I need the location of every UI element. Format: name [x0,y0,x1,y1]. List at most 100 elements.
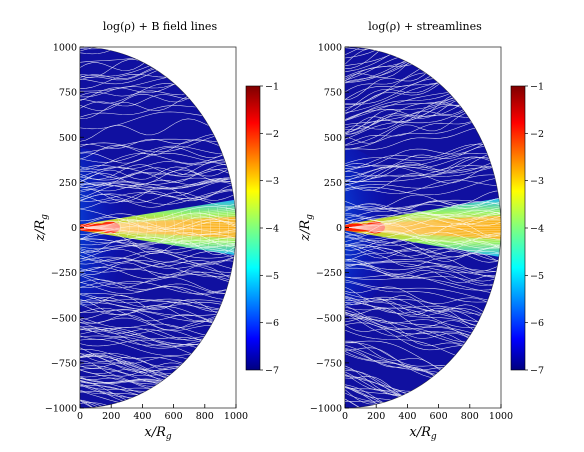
overlay-line [80,47,236,55]
overlay-line [345,177,501,196]
overlay-line [80,162,236,178]
overlay-line [345,245,501,263]
colorbar-tick-label: −4 [265,224,279,235]
disk-loop [189,210,193,245]
overlay-line [345,264,501,284]
overlay-line [345,230,501,246]
disk-line [83,227,236,237]
overlay-line [80,237,236,247]
y-tick-label: 750 [324,88,342,99]
overlay-line [80,281,236,300]
overlay-line [345,165,501,186]
overlay-line [80,168,236,181]
y-tick-label: −250 [51,268,77,279]
overlay-line [345,286,501,310]
density-map [345,47,501,408]
overlay-line [80,238,236,245]
y-tick-label: 250 [59,178,77,189]
x-axis-label: x/Rg [409,425,437,442]
overlay-line [80,262,236,281]
overlay-line [345,47,501,66]
overlay-line [345,243,501,261]
overlay-line [80,303,236,324]
disk-line [348,227,501,238]
disk-line [348,209,501,228]
overlay-line [345,151,501,182]
disk-line [348,227,501,248]
colorbar-tick-label: −6 [265,318,279,329]
overlay-line [345,165,501,181]
overlay-line [345,47,501,73]
overlay-line [80,293,236,310]
overlay-line [80,184,236,203]
colorbar-tick-label: −7 [530,366,544,377]
overlay-line [345,201,501,215]
disk-line [83,227,236,248]
y-tick-label: 1000 [53,43,77,54]
y-tick-label: 500 [324,133,342,144]
disk-line [83,216,236,228]
disk-line [348,222,501,228]
overlay-line [345,279,501,303]
x-tick-label: 600 [165,411,183,422]
disk-line [348,205,501,228]
overlay-line [345,244,501,258]
disk-line [348,227,501,240]
overlay-line [345,299,501,327]
overlay-line [345,237,501,249]
overlay-line [345,247,501,263]
x-tick-label: 0 [342,411,348,422]
overlay-line [345,190,501,210]
overlay-line [80,402,236,408]
disk-loop [207,207,211,248]
overlay-line [345,146,501,168]
x-tick-label: 400 [133,411,151,422]
overlay-line [345,179,501,194]
disk-line [83,207,236,228]
overlay-line [80,149,236,171]
disk-line [348,227,501,229]
overlay-line [345,157,501,185]
y-tick-label: 0 [71,223,77,234]
overlay-line [80,192,236,203]
overlay-line [345,297,501,325]
overlay-line [345,401,501,408]
colorbar-tick-label: −3 [265,176,279,187]
overlay-line [345,140,501,165]
disk-loop [162,213,166,242]
colorbar-tick-label: −2 [265,129,279,140]
overlay-line [345,47,501,69]
overlay-line [345,299,501,325]
disk-line [348,207,501,228]
x-tick-label: 800 [196,411,214,422]
inner-disk-blob [365,221,385,234]
overlay-line [345,207,501,219]
x-tick-label: 0 [77,411,83,422]
overlay-line [345,386,501,408]
disk-loop [198,209,202,246]
overlay-line [345,276,501,294]
overlay-line [345,281,501,303]
overlay-line [345,217,501,227]
overlay-line [345,201,501,212]
overlay-line [80,301,236,316]
x-tick-label: 200 [367,411,385,422]
overlay-line [80,244,236,259]
overlay-line [80,178,236,193]
overlay-line [345,260,501,272]
overlay-line [80,391,236,408]
overlay-line [345,214,501,223]
disk-line [83,214,236,228]
disk-line [348,227,501,244]
overlay-line [80,309,236,328]
overlay-line [345,213,501,227]
overlay-line [80,273,236,284]
overlay-line [345,302,501,332]
disk-loop [216,206,220,249]
overlay-line [345,258,501,279]
overlay-line [80,314,236,335]
overlay-line [80,227,236,233]
disk-line [348,227,501,242]
density-map [80,47,236,408]
